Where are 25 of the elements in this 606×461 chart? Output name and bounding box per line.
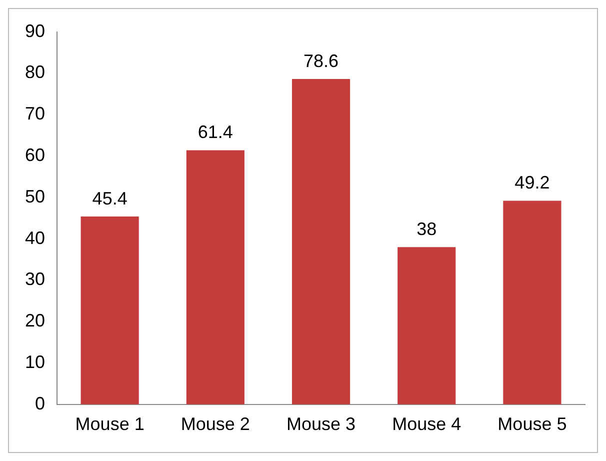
bar: [503, 200, 562, 404]
x-tick-label: Mouse 1: [75, 414, 144, 434]
y-tick-label: 60: [24, 144, 46, 165]
bar: [186, 150, 244, 404]
bar: [398, 247, 456, 404]
y-tick-label: 40: [24, 228, 46, 248]
y-tick-label: 70: [24, 104, 46, 124]
x-tick-label: Mouse 5: [498, 414, 567, 434]
data-label: 45.4: [92, 188, 128, 208]
y-tick-label: 20: [24, 310, 46, 331]
y-tick-label: 10: [24, 352, 46, 372]
data-label: 78.6: [303, 50, 339, 71]
y-tick-label: 50: [24, 186, 46, 206]
data-label: 38: [416, 219, 437, 240]
x-tick-label: Mouse 3: [286, 414, 356, 434]
y-tick-label: 30: [24, 269, 46, 290]
bar: [80, 216, 139, 404]
x-tick-label: Mouse 4: [392, 414, 462, 434]
data-label: 49.2: [514, 172, 550, 193]
x-tick-label: Mouse 2: [180, 414, 250, 434]
data-label: 61.4: [198, 122, 233, 142]
y-tick-label: 80: [24, 62, 46, 82]
y-tick-label: 0: [35, 393, 46, 414]
bar: [292, 78, 350, 404]
y-tick-label: 90: [24, 20, 46, 41]
